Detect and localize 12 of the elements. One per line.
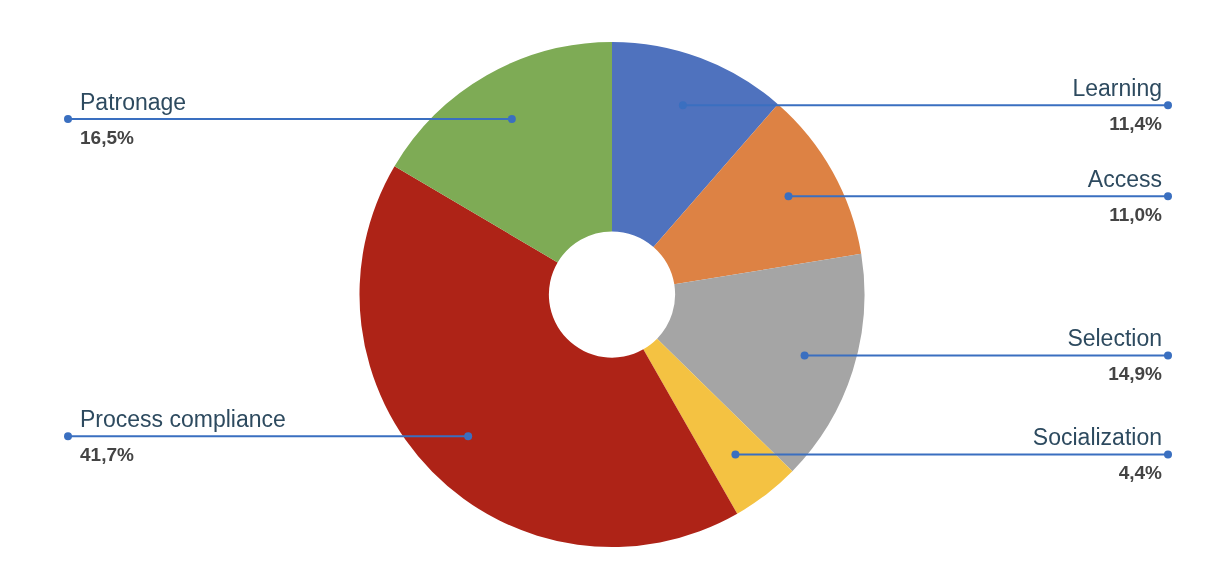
slice-label: Socialization [1032, 424, 1162, 451]
slice-label: Selection [1067, 325, 1162, 352]
data-label: 11,4% [1109, 113, 1163, 135]
data-label: 4,4% [1118, 462, 1163, 484]
data-label: 41,7% [80, 444, 134, 466]
slice-label: Process compliance [80, 406, 286, 433]
slice-label: Learning [1072, 75, 1162, 102]
data-label: 14,9% [1108, 363, 1163, 385]
slice-label: Patronage [80, 88, 187, 115]
slice-label: Access [1087, 166, 1162, 193]
data-label: 11,0% [1109, 204, 1163, 225]
data-label: 16,5% [80, 126, 134, 148]
